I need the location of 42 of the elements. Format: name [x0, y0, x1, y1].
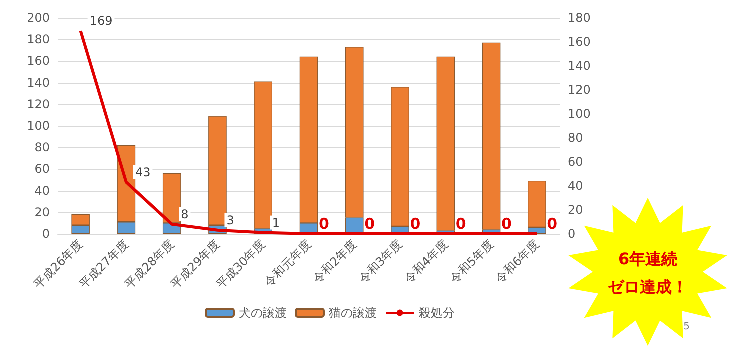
legend-label: 殺処分	[419, 306, 455, 320]
legend-label: 猫の譲渡	[329, 306, 377, 320]
bar	[436, 56, 456, 231]
data-label: 169	[90, 14, 113, 28]
y-tick-label: 0	[42, 227, 50, 241]
y2-tick-label: 80	[568, 131, 584, 145]
y-tick-label: 140	[27, 76, 50, 90]
data-label: 0	[456, 215, 466, 233]
y-tick-label: 40	[34, 184, 50, 198]
text: 5	[684, 322, 690, 332]
data-label: 3	[226, 213, 234, 228]
data-label: 0	[364, 215, 376, 233]
data-label: 1	[272, 216, 280, 230]
bar	[254, 82, 272, 229]
y2-tick-label: 60	[568, 155, 584, 169]
bar	[482, 42, 501, 230]
y-tick-label: 120	[27, 97, 50, 112]
line-series	[79, 30, 539, 236]
y-tick-label: 180	[27, 32, 50, 47]
data-label: 0	[319, 215, 330, 233]
y2-tick-label: 160	[568, 35, 591, 49]
y-tick-label: 100	[27, 119, 50, 133]
y2-tick-label: 180	[568, 11, 591, 25]
y-tick-label: 20	[34, 205, 50, 220]
y2-tick-label: 100	[568, 107, 591, 121]
text: ゼロ達成！	[608, 278, 688, 296]
y2-tick-label: 20	[568, 203, 584, 217]
data-label: 0	[502, 215, 512, 233]
y2-tick-label: 0	[568, 227, 576, 241]
data-label: 0	[547, 215, 558, 233]
text: 6年連続	[618, 250, 678, 268]
y2-tick-label: 40	[568, 179, 584, 193]
data-label: 0	[410, 215, 421, 233]
y2-tick-label: 140	[568, 59, 591, 73]
data-label: 43	[135, 165, 151, 180]
y-tick-label: 60	[34, 162, 50, 176]
y-tick-label: 160	[27, 54, 50, 68]
data-label: 8	[181, 207, 189, 222]
legend-label: 犬の譲渡	[239, 306, 287, 320]
y-tick-label: 80	[34, 140, 50, 155]
y-tick-label: 200	[27, 11, 50, 25]
y2-tick-label: 120	[568, 83, 591, 97]
